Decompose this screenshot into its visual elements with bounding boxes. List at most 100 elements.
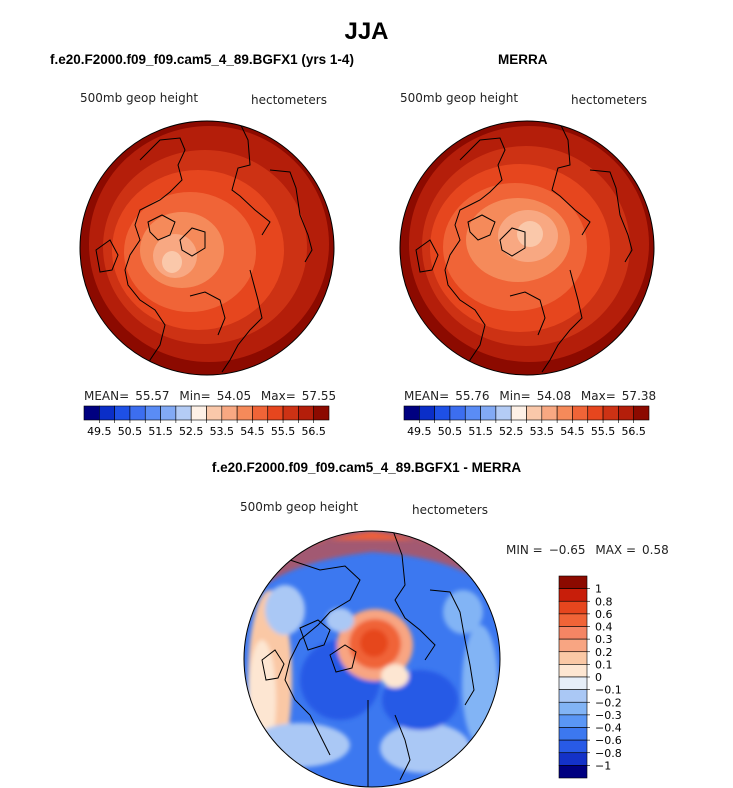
- colorbar-swatch: [558, 739, 588, 754]
- colorbar-swatch: [558, 588, 588, 602]
- min-value: 54.05: [216, 389, 252, 403]
- coastlines: [95, 121, 633, 787]
- colorbar-tick-label: −1: [595, 759, 611, 772]
- colorbar-tick-label: 0: [595, 671, 602, 684]
- colorbar-swatch: [190, 405, 207, 421]
- panel-3-stats: MIN = −0.65 MAX = 0.58: [506, 543, 675, 557]
- colorbar-swatch: [558, 727, 588, 741]
- colorbar-tick-label: 54.5: [240, 425, 265, 438]
- panel-1-stats: MEAN= 55.57 Min= 54.05 Max= 57.55: [84, 389, 342, 403]
- panel-3-title: f.e20.F2000.f09_f09.cam5_4_89.BGFX1 - ME…: [211, 460, 522, 475]
- panel-2-units: hectometers: [571, 93, 647, 107]
- panel-2-border: [399, 120, 655, 376]
- colorbar-tick-label: 49.5: [407, 425, 432, 438]
- panel-3-units: hectometers: [412, 503, 488, 517]
- colorbar-tick-label: 50.5: [118, 425, 143, 438]
- colorbar-tick-label: −0.1: [595, 684, 622, 697]
- max-value: 57.38: [621, 389, 657, 403]
- panel-1-units: hectometers: [251, 93, 327, 107]
- colorbar-swatch: [236, 405, 253, 421]
- colorbar-tick-label: 0.3: [595, 633, 613, 646]
- colorbar-tick-label: 51.5: [468, 425, 493, 438]
- colorbar-swatch: [587, 405, 604, 421]
- colorbar-swatch: [556, 405, 573, 421]
- colorbar-tick-label: 0.6: [595, 608, 613, 621]
- max-value: 0.58: [642, 543, 669, 557]
- colorbar-swatch: [313, 405, 330, 421]
- max-label: MAX =: [595, 543, 637, 557]
- colorbar-tick-label: 0.2: [595, 646, 613, 659]
- mean-label: MEAN=: [84, 389, 130, 403]
- panel-2-stats: MEAN= 55.76 Min= 54.08 Max= 57.38: [404, 389, 662, 403]
- colorbar-swatch: [267, 405, 284, 421]
- mean-value: 55.76: [455, 389, 490, 403]
- colorbar-swatch: [558, 626, 588, 640]
- colorbar-tick-label: 55.5: [271, 425, 296, 438]
- max-label: Max=: [260, 389, 296, 403]
- colorbar-swatch: [602, 405, 619, 421]
- colorbar-tick-label: 54.5: [560, 425, 585, 438]
- colorbar-swatch: [558, 638, 588, 653]
- colorbar-tick-label: −0.6: [595, 734, 622, 747]
- colorbar-tick-label: 56.5: [621, 425, 646, 438]
- colorbar-swatch: [99, 405, 115, 421]
- colorbar-swatch: [558, 676, 588, 690]
- colorbar-swatch: [558, 752, 588, 766]
- min-label: Min=: [179, 389, 211, 403]
- colorbar-swatch: [558, 714, 588, 728]
- colorbar-swatch: [419, 405, 435, 421]
- colorbar-swatch: [541, 405, 558, 421]
- colorbar-swatch: [129, 405, 146, 421]
- colorbar-swatch: [144, 405, 161, 421]
- colorbar-swatch: [558, 613, 588, 627]
- colorbar-swatch: [558, 765, 588, 779]
- colorbar-swatch: [558, 689, 588, 703]
- colorbar-swatch: [633, 405, 650, 421]
- mean-label: MEAN=: [404, 389, 450, 403]
- panel-2-title: MERRA: [498, 52, 548, 67]
- colorbar-swatch: [83, 405, 100, 421]
- colorbar-swatch: [558, 600, 588, 615]
- colorbar-tick-label: 52.5: [499, 425, 524, 438]
- colorbar-tick-label: 0.8: [595, 595, 613, 608]
- colorbar-tick-label: 55.5: [591, 425, 616, 438]
- colorbar-swatch: [206, 405, 223, 421]
- panel-2-variable: 500mb geop height: [400, 91, 519, 105]
- colorbar-swatch: [114, 405, 131, 421]
- colorbar-swatch: [403, 405, 420, 421]
- mean-value: 55.57: [135, 389, 170, 403]
- colorbar-swatch: [510, 405, 527, 421]
- colorbar-tick-label: 53.5: [210, 425, 235, 438]
- colorbar-tick-label: 1: [595, 583, 602, 596]
- panel-1-border: [79, 120, 335, 376]
- panel-1-variable: 500mb geop height: [80, 91, 199, 105]
- colorbar-swatch: [526, 405, 543, 421]
- panel-1-title: f.e20.F2000.f09_f09.cam5_4_89.BGFX1 (yrs…: [50, 52, 354, 67]
- colorbar-tick-label: 52.5: [179, 425, 204, 438]
- colorbar-tick-label: 53.5: [530, 425, 555, 438]
- colorbar-swatch: [480, 405, 497, 421]
- colorbar-swatch: [252, 405, 269, 421]
- colorbar-tick-label: 49.5: [87, 425, 112, 438]
- colorbar-swatch: [558, 575, 588, 589]
- colorbar-swatch: [175, 405, 192, 421]
- min-label: Min=: [499, 389, 531, 403]
- colorbar-tick-label: 0.4: [595, 621, 613, 634]
- colorbar-tick-label: 0.1: [595, 658, 613, 671]
- panel-3-map: [244, 531, 500, 787]
- colorbar-swatch: [618, 405, 634, 421]
- panel-1-map: [80, 121, 334, 375]
- colorbar-2: 49.5 50.5 51.5 52.5 53.5 54.5 55.5 56.5: [403, 405, 650, 438]
- colorbar-tick-label: 51.5: [148, 425, 173, 438]
- colorbar-swatch: [298, 405, 314, 421]
- min-value: 54.08: [536, 389, 572, 403]
- colorbar-tick-label: −0.2: [595, 696, 622, 709]
- colorbar-swatch: [434, 405, 451, 421]
- colorbar-swatch: [464, 405, 481, 421]
- colorbar-swatch: [160, 405, 177, 421]
- colorbar-1: 49.5 50.5 51.5 52.5 53.5 54.5 55.5 56.5: [83, 405, 330, 438]
- colorbar-swatch: [558, 701, 588, 716]
- colorbar-swatch: [221, 405, 238, 421]
- min-label: MIN =: [506, 543, 543, 557]
